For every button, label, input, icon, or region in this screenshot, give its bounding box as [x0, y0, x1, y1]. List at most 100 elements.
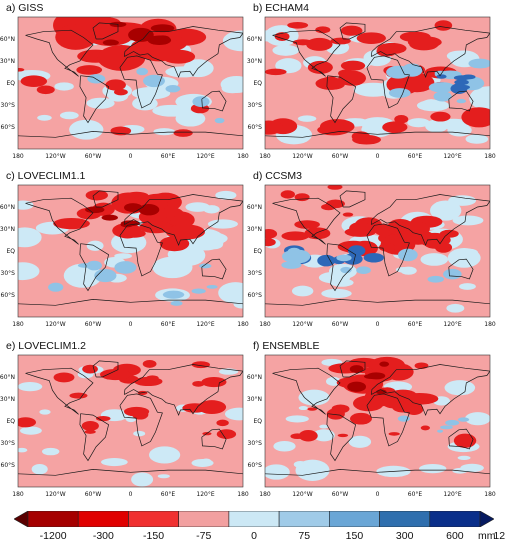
anomaly-region	[132, 409, 149, 420]
anomaly-region	[416, 99, 450, 112]
anomaly-region	[128, 27, 154, 42]
anomaly-region	[317, 254, 336, 267]
lat-label: EQ	[6, 248, 15, 255]
colorbar-tick-label: -75	[196, 530, 212, 542]
anomaly-region	[446, 303, 465, 313]
coastline	[366, 55, 410, 109]
lon-label: 0	[376, 153, 380, 160]
anomaly-map: 60°N 30°N EQ 30°S 60°S 180 120°W 60°W 0 60°E 120°E…	[247, 16, 496, 160]
lon-label: 60°W	[332, 153, 349, 160]
anomaly-region	[148, 446, 181, 464]
panel-title: b) ECHAM4	[253, 2, 310, 14]
lon-label: 180	[237, 321, 249, 328]
anomaly-region	[131, 86, 171, 100]
colorbar-swatch	[77, 511, 129, 527]
anomaly-region	[319, 424, 329, 429]
lat-label: 30°S	[1, 270, 16, 277]
coastline	[123, 26, 243, 79]
anomaly-region	[105, 79, 126, 91]
lon-label: 60°W	[85, 491, 102, 498]
coastline	[18, 299, 243, 306]
panel-title: f) ENSEMBLE	[253, 340, 320, 352]
anomaly-region	[165, 224, 206, 240]
anomaly-region	[224, 407, 243, 421]
anomaly-region	[101, 214, 118, 221]
anomaly-region	[374, 223, 395, 236]
anomaly-region	[429, 200, 462, 221]
lon-label: 60°E	[408, 321, 423, 328]
anomaly-region	[430, 111, 451, 122]
coastline	[370, 194, 490, 247]
lat-label: 60°N	[0, 36, 15, 43]
anomaly-region	[330, 37, 351, 45]
lat-label: 30°N	[247, 396, 262, 403]
anomaly-region	[48, 282, 64, 292]
anomaly-region	[170, 300, 183, 306]
lon-label: 180	[259, 153, 271, 160]
anomaly-region	[54, 82, 74, 91]
lon-label: 0	[376, 491, 380, 498]
anomaly-region	[216, 429, 237, 439]
coastline	[448, 428, 474, 450]
anomaly-region	[446, 50, 473, 62]
coastline	[79, 243, 110, 292]
lat-label: EQ	[253, 418, 262, 425]
lon-label: 60°E	[408, 153, 423, 160]
colorbar-swatch	[278, 511, 330, 527]
anomaly-region	[215, 190, 237, 200]
colorbar-tick-label: 150	[345, 530, 364, 542]
anomaly-region	[456, 98, 467, 104]
anomaly-region	[287, 21, 309, 29]
anomaly-region	[336, 254, 352, 262]
anomaly-region	[340, 266, 352, 274]
colorbar-extend-low	[14, 511, 29, 527]
anomaly-region	[53, 217, 90, 230]
anomaly-region	[132, 96, 158, 111]
anomaly-region	[394, 114, 409, 124]
colorbar-tick-label: -150	[143, 530, 165, 542]
lon-label: 0	[129, 491, 133, 498]
anomaly-region	[457, 417, 470, 422]
anomaly-region	[191, 288, 206, 294]
anomaly-region	[69, 392, 88, 399]
colorbar-swatch	[128, 511, 179, 527]
anomaly-region	[469, 86, 490, 111]
lon-label: 120°W	[292, 321, 312, 328]
anomaly-region	[114, 253, 132, 259]
colorbar-tick-label: 600	[446, 530, 464, 542]
anomaly-region	[409, 37, 439, 51]
anomaly-region	[464, 412, 490, 426]
anomaly-region	[18, 262, 40, 281]
anomaly-region	[86, 260, 102, 271]
lat-label: 30°N	[0, 396, 15, 403]
lon-label: 0	[129, 153, 133, 160]
anomaly-region	[157, 474, 170, 479]
coastline	[25, 367, 94, 415]
anomaly-region	[85, 190, 108, 201]
anomaly-region	[331, 404, 350, 414]
anomaly-region	[350, 412, 372, 425]
anomaly-region	[400, 392, 439, 405]
anomaly-region	[439, 229, 459, 238]
coastline	[265, 299, 490, 306]
anomaly-region	[124, 203, 143, 213]
coastline	[119, 393, 163, 447]
lat-label: 60°S	[1, 124, 16, 131]
coastline	[265, 131, 490, 138]
lat-label: EQ	[6, 418, 15, 425]
lon-label: 120°E	[443, 153, 461, 160]
lon-label: 180	[484, 153, 496, 160]
anomaly-region	[133, 430, 146, 437]
anomaly-region	[447, 247, 481, 268]
anomaly-region	[420, 425, 430, 431]
lon-label: 180	[259, 321, 271, 328]
anomaly-region	[114, 261, 137, 274]
lat-label: 60°N	[247, 204, 262, 211]
anomaly-region	[440, 425, 453, 430]
anomaly-map: 60°N 30°N EQ 30°S 60°S 180 120°W 60°W 0 60°E 120°E…	[247, 184, 496, 328]
anomaly-region	[85, 206, 105, 214]
anomaly-region	[165, 85, 181, 93]
anomaly-region	[265, 238, 276, 247]
lat-label: 30°N	[0, 226, 15, 233]
lon-label: 180	[12, 491, 24, 498]
